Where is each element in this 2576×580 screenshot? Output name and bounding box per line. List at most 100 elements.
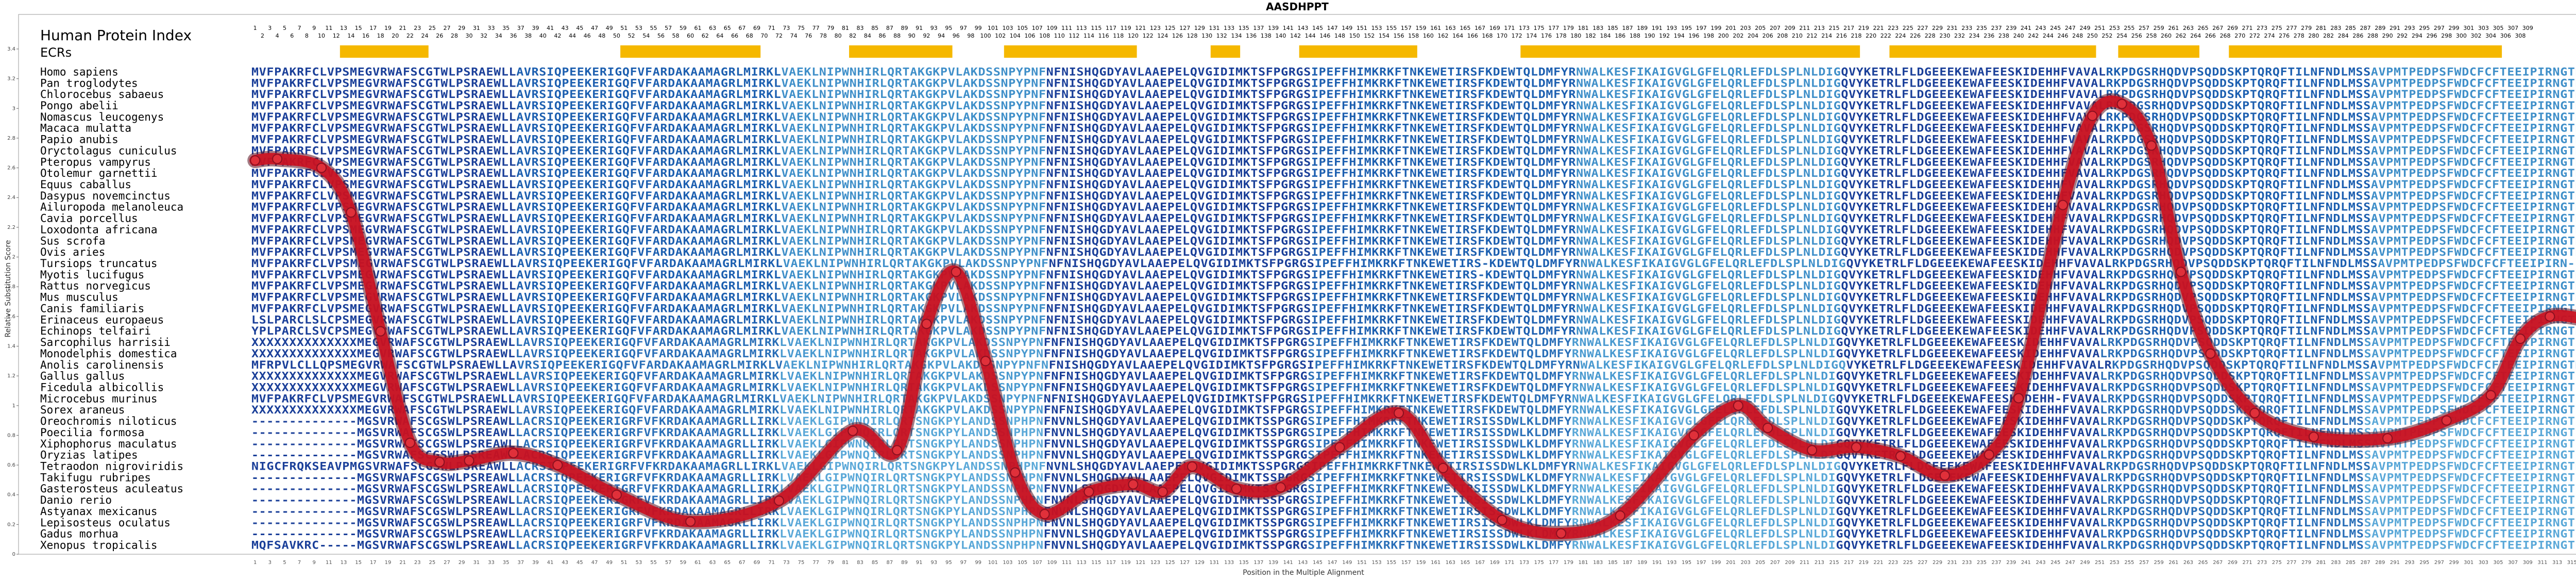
alignment-position-tick: 169 bbox=[1490, 560, 1500, 566]
human-index-tick: 81 bbox=[842, 25, 849, 31]
human-index-tick: 251 bbox=[2094, 25, 2105, 31]
human-index-tick: 215 bbox=[1829, 25, 1840, 31]
human-index-tick: 296 bbox=[2427, 32, 2437, 39]
alignment-position-tick: 119 bbox=[1121, 560, 1131, 566]
alignment-rows: Homo sapiens MVFPAKRFCLVPSMEGVRWAFSCGTWLP… bbox=[40, 65, 2576, 551]
human-index-tick: 20 bbox=[392, 32, 399, 39]
human-index-tick: 41 bbox=[547, 25, 554, 31]
human-index-tick: 87 bbox=[886, 25, 893, 31]
species-name: Tetraodon nigroviridis bbox=[40, 460, 183, 473]
sequence-row: MVFPAKRFCLVPSMEGVRWAFSCGTWLPSRAEWLL AVRSI… bbox=[251, 201, 2576, 213]
human-index-tick: 216 bbox=[1836, 32, 1847, 39]
alignment-position-tick: 177 bbox=[1549, 560, 1558, 566]
human-index-tick: 52 bbox=[628, 32, 635, 39]
y-tick-label: 0.4 bbox=[7, 492, 15, 498]
human-index-tick: 133 bbox=[1224, 25, 1234, 31]
human-index-tick: 69 bbox=[753, 25, 760, 31]
human-index-tick: 132 bbox=[1216, 32, 1227, 39]
human-index-tick: 156 bbox=[1394, 32, 1404, 39]
alignment-position-tick: 7 bbox=[298, 560, 301, 566]
alignment-position-tick: 107 bbox=[1032, 560, 1042, 566]
human-index-tick: 30 bbox=[465, 32, 472, 39]
human-index-tick: 187 bbox=[1622, 25, 1633, 31]
human-index-tick: 217 bbox=[1843, 25, 1854, 31]
human-index-tick: 94 bbox=[938, 32, 945, 39]
score-point bbox=[2515, 334, 2526, 344]
human-index-tick: 120 bbox=[1128, 32, 1139, 39]
human-index-tick: 253 bbox=[2109, 25, 2120, 31]
human-index-tick: 191 bbox=[1652, 25, 1663, 31]
score-point bbox=[892, 445, 903, 456]
human-index-tick: 277 bbox=[2286, 25, 2297, 31]
ecr-bar bbox=[1210, 45, 1241, 58]
alignment-position-tick: 165 bbox=[1460, 560, 1470, 566]
human-index-tick: 164 bbox=[1452, 32, 1463, 39]
human-index-tick: 252 bbox=[2102, 32, 2112, 39]
human-index-tick: 72 bbox=[775, 32, 783, 39]
alignment-position-tick: 101 bbox=[988, 560, 998, 566]
score-point bbox=[1984, 449, 1994, 460]
y-tick-label: 2.4 bbox=[7, 195, 15, 201]
human-index-tick: 58 bbox=[672, 32, 680, 39]
human-index-tick: 186 bbox=[1615, 32, 1625, 39]
alignment-position-tick: 109 bbox=[1047, 560, 1057, 566]
human-index-tick: 280 bbox=[2308, 32, 2319, 39]
alignment-position-tick: 237 bbox=[1992, 560, 2002, 566]
human-index-tick: 4 bbox=[276, 32, 279, 39]
human-index-tick: 90 bbox=[908, 32, 916, 39]
sequence-row: MVFPAKRFCLVPSMEGVRWAFSCGTWLPSRAEWLL AVRSI… bbox=[251, 144, 2576, 157]
human-index-tick: 80 bbox=[835, 32, 842, 39]
alignment-position-tick: 283 bbox=[2331, 560, 2341, 566]
y-tick-label: 1.2 bbox=[7, 373, 15, 379]
human-index-tick: 260 bbox=[2161, 32, 2172, 39]
y-tick-label: 2.2 bbox=[7, 225, 15, 230]
human-index-tick: 211 bbox=[1799, 25, 1810, 31]
human-index-tick: 121 bbox=[1135, 25, 1146, 31]
alignment-position-tick: 41 bbox=[547, 560, 554, 566]
sequence-row: MVFPAKRFCLVPSMEGVRWAFSCGTWLPSRAEWLL AVRSI… bbox=[251, 223, 2576, 236]
human-index-tick: 50 bbox=[613, 32, 620, 39]
alignment-position-tick: 9 bbox=[313, 560, 316, 566]
alignment-position-tick: 183 bbox=[1593, 560, 1603, 566]
species-name: Rattus norvegicus bbox=[40, 280, 151, 292]
alignment-position-tick: 205 bbox=[1755, 560, 1765, 566]
human-index-tick: 115 bbox=[1091, 25, 1101, 31]
species-name: Canis familiaris bbox=[40, 302, 144, 314]
human-index-tick: 2 bbox=[261, 32, 264, 39]
ecr-bar bbox=[2229, 45, 2502, 58]
species-name: Oryctolagus cuniculus bbox=[40, 144, 177, 157]
human-index-tick: 304 bbox=[2485, 32, 2496, 39]
alignment-position-tick: 311 bbox=[2537, 560, 2547, 566]
human-index-tick: 281 bbox=[2316, 25, 2327, 31]
species-name: Xenopus tropicalis bbox=[40, 539, 158, 552]
species-name: Anolis carolinensis bbox=[40, 359, 164, 371]
alignment-position-tick: 51 bbox=[621, 560, 628, 566]
score-point bbox=[1157, 486, 1168, 497]
sequence-row: MVFPAKRFCLVPSMEGVRWAFSCGTWLPSRAEWLL AVRSI… bbox=[251, 235, 2576, 247]
alignment-position-tick: 75 bbox=[798, 560, 805, 566]
human-index-tick: 5 bbox=[283, 25, 286, 31]
score-point bbox=[685, 516, 696, 527]
human-index-tick: 137 bbox=[1253, 25, 1264, 31]
plot-frame bbox=[18, 14, 2576, 555]
alignment-position-tick: 39 bbox=[532, 560, 539, 566]
human-index-tick: 309 bbox=[2522, 25, 2533, 31]
alignment-position-tick: 295 bbox=[2419, 560, 2429, 566]
alignment-position-tick: 69 bbox=[754, 560, 760, 566]
human-index-tick: 102 bbox=[995, 32, 1006, 39]
alignment-position-tick: 269 bbox=[2228, 560, 2238, 566]
score-point bbox=[1437, 462, 1448, 473]
human-index-tick: 179 bbox=[1563, 25, 1574, 31]
human-index-tick: 40 bbox=[539, 32, 547, 39]
alignment-position-tick: 225 bbox=[1903, 560, 1913, 566]
score-point bbox=[1851, 442, 1861, 453]
human-index-tick: 161 bbox=[1430, 25, 1441, 31]
species-name: Oreochromis niloticus bbox=[40, 415, 177, 427]
species-name: Xiphophorus maculatus bbox=[40, 438, 177, 450]
human-index-tick: 100 bbox=[980, 32, 991, 39]
alignment-position-tick: 49 bbox=[606, 560, 613, 566]
alignment-position-tick: 87 bbox=[886, 560, 893, 566]
human-index-tick: 73 bbox=[783, 25, 790, 31]
y-tick-label: 3.4 bbox=[7, 46, 15, 52]
species-name: Monodelphis domestica bbox=[40, 347, 177, 360]
